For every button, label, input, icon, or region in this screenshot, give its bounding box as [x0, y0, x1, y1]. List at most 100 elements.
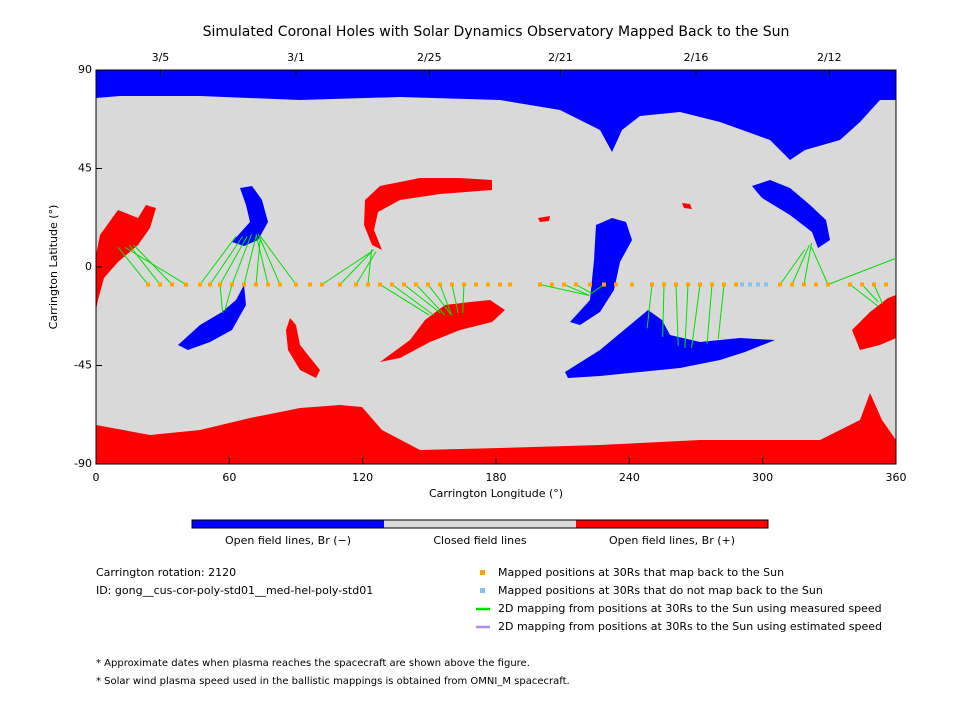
- mapped-position: [278, 282, 282, 287]
- mapped-position: [158, 282, 162, 287]
- mapped-position: [438, 282, 442, 287]
- mapping-line: [224, 284, 233, 311]
- mapping-line: [255, 236, 261, 285]
- mapped-position: [498, 282, 502, 287]
- mapped-position: [710, 282, 714, 287]
- mapped-position: [378, 282, 382, 287]
- info-text: ID: gong__cus-cor-poly-std01__med-hel-po…: [96, 584, 373, 597]
- colorbar-label: Closed field lines: [433, 534, 527, 547]
- mapping-line: [849, 284, 879, 307]
- note: * Approximate dates when plasma reaches …: [96, 658, 530, 669]
- mapped-position: [308, 282, 312, 287]
- mapping-line: [260, 236, 297, 285]
- x2-tick-label: 2/16: [684, 51, 709, 64]
- x-tick-label: 0: [93, 471, 100, 484]
- mapped-position: [686, 282, 690, 287]
- mapping-line: [662, 284, 665, 338]
- mapping-line: [403, 284, 441, 314]
- mapped-position: [320, 282, 324, 287]
- mapped-position: [294, 282, 298, 287]
- x-tick-label: 180: [486, 471, 507, 484]
- mapped-position: [474, 282, 478, 287]
- mapping-line: [575, 284, 592, 294]
- colorbar-segment: [384, 520, 576, 528]
- x-tick-label: 120: [352, 471, 373, 484]
- mapped-position: [662, 282, 666, 287]
- mapped-position: [486, 282, 490, 287]
- x-axis-label: Carrington Longitude (°): [429, 487, 563, 500]
- mapping-line: [791, 244, 810, 285]
- mapping-line: [128, 244, 161, 285]
- mapping-line: [427, 284, 452, 316]
- mapping-line: [415, 284, 446, 316]
- mapped-position: [338, 282, 342, 287]
- mapping-line: [861, 284, 879, 303]
- mapping-line: [243, 236, 257, 285]
- mapping-line: [209, 236, 244, 285]
- mapped-position: [722, 282, 726, 287]
- mapped-position: [848, 282, 852, 287]
- mapping-line: [257, 233, 281, 285]
- mapped-position: [170, 282, 174, 287]
- mapping-line: [675, 284, 679, 346]
- mapping-line: [339, 249, 375, 285]
- mapped-position: [402, 282, 406, 287]
- mapping-line: [439, 284, 453, 316]
- mapped-position: [146, 282, 150, 287]
- legend-marker: [480, 588, 485, 593]
- mapped-position: [602, 282, 606, 287]
- mapping-line: [646, 284, 653, 329]
- mapped-position: [814, 282, 818, 287]
- mapping-line: [219, 284, 224, 314]
- mapping-line: [124, 246, 187, 285]
- mapping-line: [691, 284, 701, 349]
- mapping-line: [462, 284, 465, 313]
- info-text: Carrington rotation: 2120: [96, 566, 236, 579]
- mapping-line: [355, 251, 377, 285]
- mapping-line: [255, 234, 269, 285]
- mapped-position: [508, 282, 512, 287]
- mapping-line: [779, 249, 806, 285]
- legend-label: 2D mapping from positions at 30Rs to the…: [498, 602, 882, 615]
- x-tick-label: 60: [222, 471, 236, 484]
- mapped-position: [390, 282, 394, 287]
- mapping-line: [451, 284, 459, 314]
- mapping-line: [591, 284, 605, 294]
- mapped-position: [756, 282, 760, 287]
- mapped-position: [184, 282, 188, 287]
- mapping-line: [563, 284, 590, 296]
- mapped-position: [790, 282, 794, 287]
- mapped-position: [734, 282, 738, 287]
- map-background: [95, 69, 897, 465]
- mapped-position: [614, 282, 618, 287]
- mapped-position: [884, 282, 888, 287]
- y-tick-label: -45: [74, 359, 92, 372]
- mapped-position: [208, 282, 212, 287]
- mapped-position: [366, 282, 370, 287]
- colorbar-segment: [576, 520, 768, 528]
- colorbar-label: Open field lines, Br (+): [609, 534, 735, 547]
- x2-tick-label: 2/21: [548, 51, 573, 64]
- x-tick-label: 360: [886, 471, 907, 484]
- mapping-line: [684, 284, 689, 349]
- mapped-position: [562, 282, 566, 287]
- y-axis-label: Carrington Latitude (°): [47, 205, 60, 330]
- mapped-position: [630, 282, 634, 287]
- mapped-position: [198, 282, 202, 287]
- colorbar-segment: [192, 520, 384, 528]
- mapping-line: [539, 284, 590, 296]
- mapping-line: [803, 242, 813, 285]
- mapped-position: [674, 282, 678, 287]
- mapped-position: [266, 282, 270, 287]
- x-tick-label: 240: [619, 471, 640, 484]
- mapped-position: [230, 282, 234, 287]
- mapped-position: [650, 282, 654, 287]
- x-tick-label: 300: [752, 471, 773, 484]
- legend-marker: [480, 570, 485, 575]
- x2-tick-label: 2/12: [817, 51, 842, 64]
- y-tick-label: 0: [85, 260, 92, 273]
- mapped-position: [462, 282, 466, 287]
- mapped-position: [218, 282, 222, 287]
- mapped-position: [698, 282, 702, 287]
